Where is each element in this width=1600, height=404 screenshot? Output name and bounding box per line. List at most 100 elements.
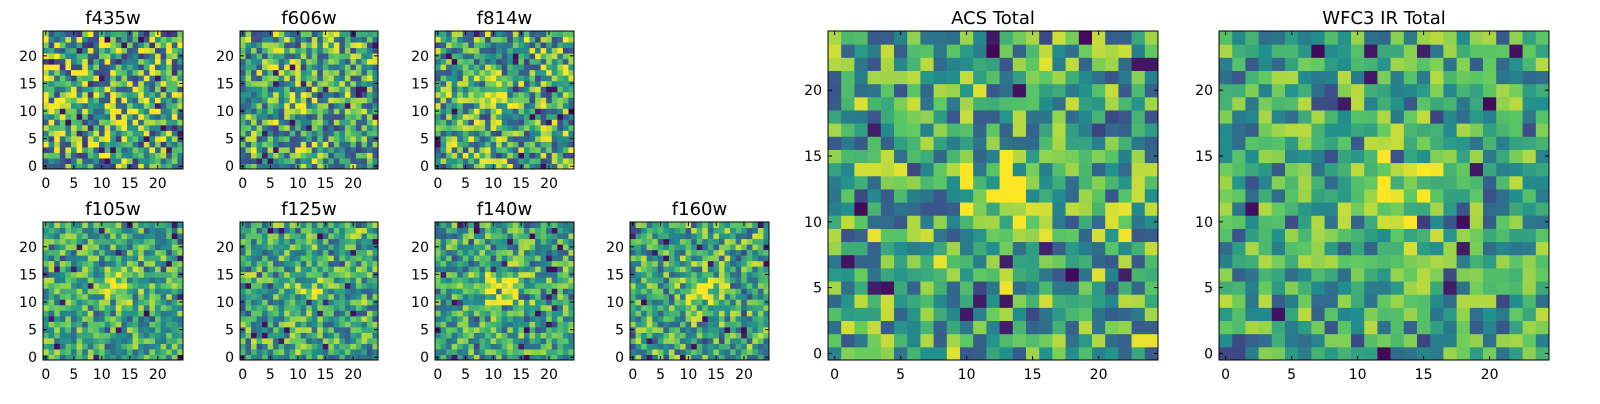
heatmap-cell (1079, 281, 1093, 295)
heatmap-cell (155, 233, 161, 239)
heatmap-cell (758, 222, 764, 228)
heatmap-cell (474, 152, 480, 158)
heatmap-cell (334, 261, 340, 267)
heatmap-cell (295, 42, 301, 48)
heatmap-cell (457, 288, 463, 294)
heatmap-cell (1118, 242, 1132, 256)
heatmap-cell (947, 307, 961, 321)
heatmap-cell (54, 125, 60, 131)
heatmap-cell (172, 70, 178, 76)
heatmap-cell (82, 228, 88, 234)
heatmap-cell (262, 261, 268, 267)
heatmap-cell (133, 97, 139, 103)
heatmap-cell (251, 261, 257, 267)
heatmap-cell (110, 310, 116, 316)
heatmap-cell (54, 294, 60, 300)
heatmap-cell (563, 228, 569, 234)
heatmap-cell (986, 163, 1000, 177)
heatmap-cell (452, 31, 458, 37)
heatmap-cell (446, 158, 452, 164)
heatmap-cell (328, 147, 334, 153)
heatmap-cell (502, 158, 508, 164)
heatmap-cell (841, 334, 855, 348)
heatmap-cell (452, 321, 458, 327)
y-tick-label: 0 (420, 159, 429, 175)
heatmap-cell (557, 228, 563, 234)
heatmap-cell (435, 130, 441, 136)
heatmap-cell (77, 310, 83, 316)
heatmap-cell (116, 305, 122, 311)
heatmap-cell (747, 305, 753, 311)
heatmap-cell (279, 42, 285, 48)
x-tick-label: 5 (656, 367, 665, 383)
heatmap-cell (116, 222, 122, 228)
heatmap-cell (479, 261, 485, 267)
heatmap-cell (133, 31, 139, 37)
heatmap-cell (105, 130, 111, 136)
heatmap-cell (920, 281, 934, 295)
heatmap-cell (636, 266, 642, 272)
heatmap-cell (758, 327, 764, 333)
heatmap-cell (279, 125, 285, 131)
heatmap-cell (960, 202, 974, 216)
heatmap-cell (708, 250, 714, 256)
heatmap-cell (546, 59, 552, 65)
heatmap-cell (452, 349, 458, 355)
heatmap-cell (485, 136, 491, 142)
heatmap-cell (149, 59, 155, 65)
heatmap-cell (1013, 307, 1027, 321)
heatmap-cell (323, 97, 329, 103)
heatmap-cell (121, 97, 127, 103)
heatmap-cell (713, 233, 719, 239)
heatmap-cell (361, 64, 367, 70)
heatmap-cell (907, 281, 921, 295)
heatmap-cell (452, 233, 458, 239)
x-tick-label: 5 (69, 367, 78, 383)
heatmap-cell (854, 176, 868, 190)
heatmap-cell (262, 125, 268, 131)
heatmap-cell (513, 119, 519, 125)
heatmap-cell (257, 233, 263, 239)
heatmap-cell (552, 114, 558, 120)
heatmap-cell (535, 31, 541, 37)
heatmap-cell (257, 310, 263, 316)
heatmap-cell (541, 125, 547, 131)
heatmap-cell (546, 332, 552, 338)
heatmap-cell (65, 42, 71, 48)
heatmap-cell (356, 119, 362, 125)
heatmap-cell (345, 147, 351, 153)
heatmap-cell (172, 233, 178, 239)
heatmap-cell (485, 114, 491, 120)
heatmap-cell (636, 233, 642, 239)
heatmap-cell (77, 321, 83, 327)
heatmap-cell (262, 37, 268, 43)
heatmap-cell (43, 349, 49, 355)
heatmap-cell (82, 239, 88, 245)
heatmap-cell (541, 48, 547, 54)
heatmap-cell (240, 316, 246, 322)
heatmap-cell (49, 70, 55, 76)
heatmap-cell (541, 338, 547, 344)
heatmap-cell (82, 158, 88, 164)
heatmap-cell (513, 244, 519, 250)
heatmap-cell (920, 255, 934, 269)
heatmap-cell (524, 255, 530, 261)
heatmap-cell (452, 250, 458, 256)
heatmap-cell (116, 64, 122, 70)
heatmap-cell (663, 294, 669, 300)
heatmap-cell (479, 233, 485, 239)
heatmap-cell (367, 158, 373, 164)
heatmap-cell (273, 327, 279, 333)
heatmap-cell (339, 125, 345, 131)
heatmap-cell (446, 48, 452, 54)
heatmap-cell (60, 92, 66, 98)
heatmap-cell (54, 255, 60, 261)
heatmap-cell (367, 59, 373, 65)
heatmap-cell (708, 228, 714, 234)
heatmap-cell (713, 288, 719, 294)
heatmap-cell (468, 53, 474, 59)
heatmap-cell (663, 239, 669, 245)
heatmap-cell (334, 86, 340, 92)
heatmap-cell (552, 255, 558, 261)
heatmap-cell (507, 255, 513, 261)
